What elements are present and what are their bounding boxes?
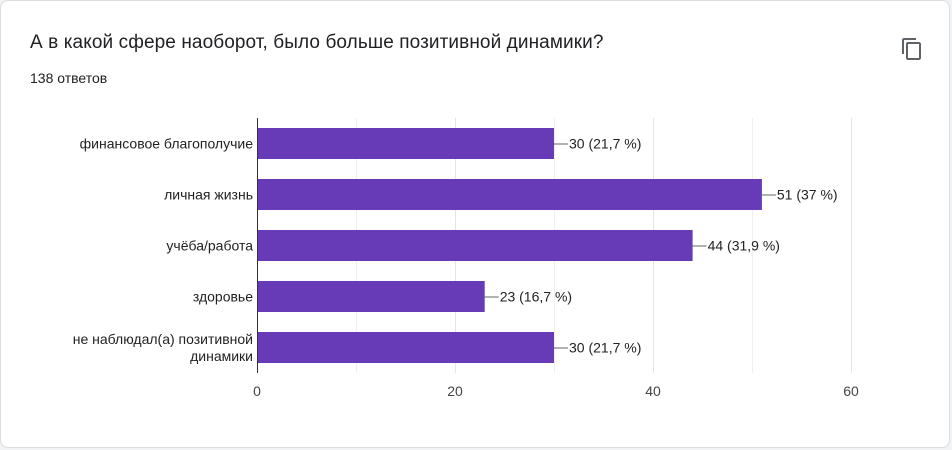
category-label-line: не наблюдал(а) позитивной [73, 331, 253, 347]
category-label-line: личная жизнь [164, 187, 253, 203]
category-label: здоровье [193, 289, 253, 305]
category-label: учёба/работа [166, 238, 253, 254]
category-label: не наблюдал(а) позитивной динамики [73, 331, 253, 364]
category-label-line: учёба/работа [166, 238, 253, 254]
bar [257, 281, 485, 312]
x-tick-label: 60 [843, 383, 859, 399]
x-tick-label: 40 [645, 383, 661, 399]
category-label: личная жизнь [164, 187, 253, 203]
bar [257, 128, 554, 159]
bar [257, 179, 762, 210]
data-label: 51 (37 %) [777, 187, 838, 203]
bar [257, 230, 693, 261]
data-label: 23 (16,7 %) [500, 289, 572, 305]
category-label-line: финансовое благополучие [80, 136, 254, 152]
copy-icon [902, 38, 921, 60]
x-tick-label: 0 [253, 383, 261, 399]
response-count: 138 ответов [30, 70, 108, 86]
question-title: А в какой сфере наоборот, было больше по… [30, 32, 604, 53]
data-label: 44 (31,9 %) [708, 238, 780, 254]
data-label: 30 (21,7 %) [569, 340, 641, 356]
category-label-line: динамики [190, 348, 253, 364]
category-label: финансовое благополучие [80, 136, 254, 152]
bar [257, 332, 554, 363]
x-tick-label: 20 [447, 383, 463, 399]
data-label: 30 (21,7 %) [569, 136, 641, 152]
category-label-line: здоровье [193, 289, 253, 305]
copy-chart-button[interactable] [892, 29, 932, 69]
